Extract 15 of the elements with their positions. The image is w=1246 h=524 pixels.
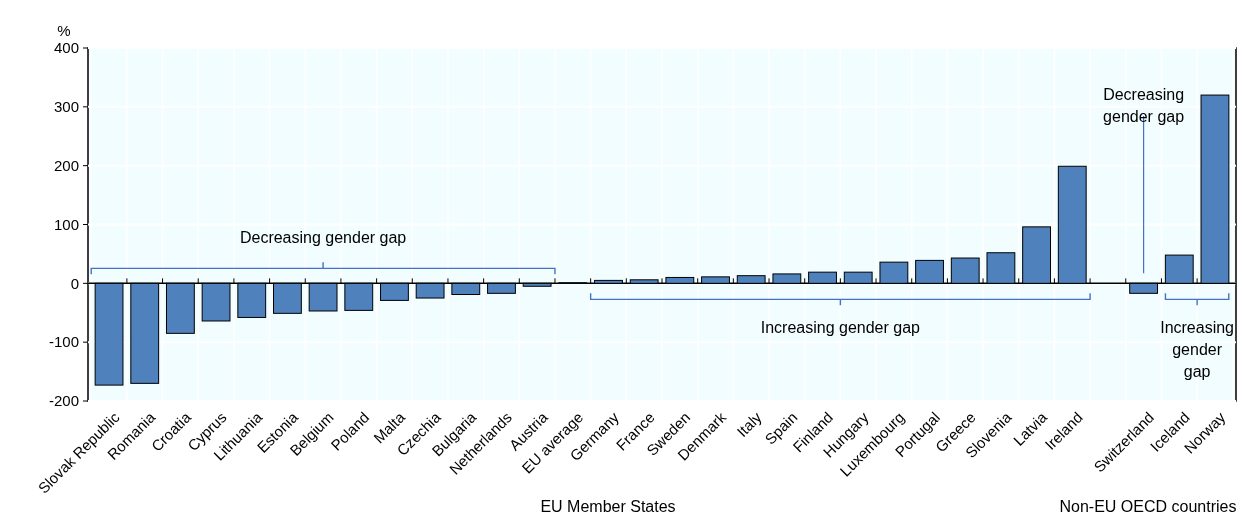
text: Non-EU OECD countries: [1059, 498, 1237, 515]
annotation: Increasing gender gap: [1160, 319, 1235, 381]
y-tick-label: -200: [48, 392, 79, 410]
y-tick-label: 0: [70, 274, 79, 292]
y-tick-label: -100: [48, 333, 79, 351]
text: EU Member States: [540, 498, 676, 515]
annotation: Decreasing gender gap: [1103, 86, 1185, 125]
y-tick-label: 300: [53, 98, 79, 116]
y-tick-label: 200: [53, 156, 79, 174]
x-tick-label: Italy: [733, 408, 766, 440]
y-axis-title: %: [57, 22, 71, 39]
y-tick-label: 400: [53, 39, 79, 57]
y-tick-label: 100: [53, 215, 79, 233]
annotation: Decreasing gender gap: [239, 229, 407, 247]
annotation: Increasing gender gap: [760, 319, 921, 337]
